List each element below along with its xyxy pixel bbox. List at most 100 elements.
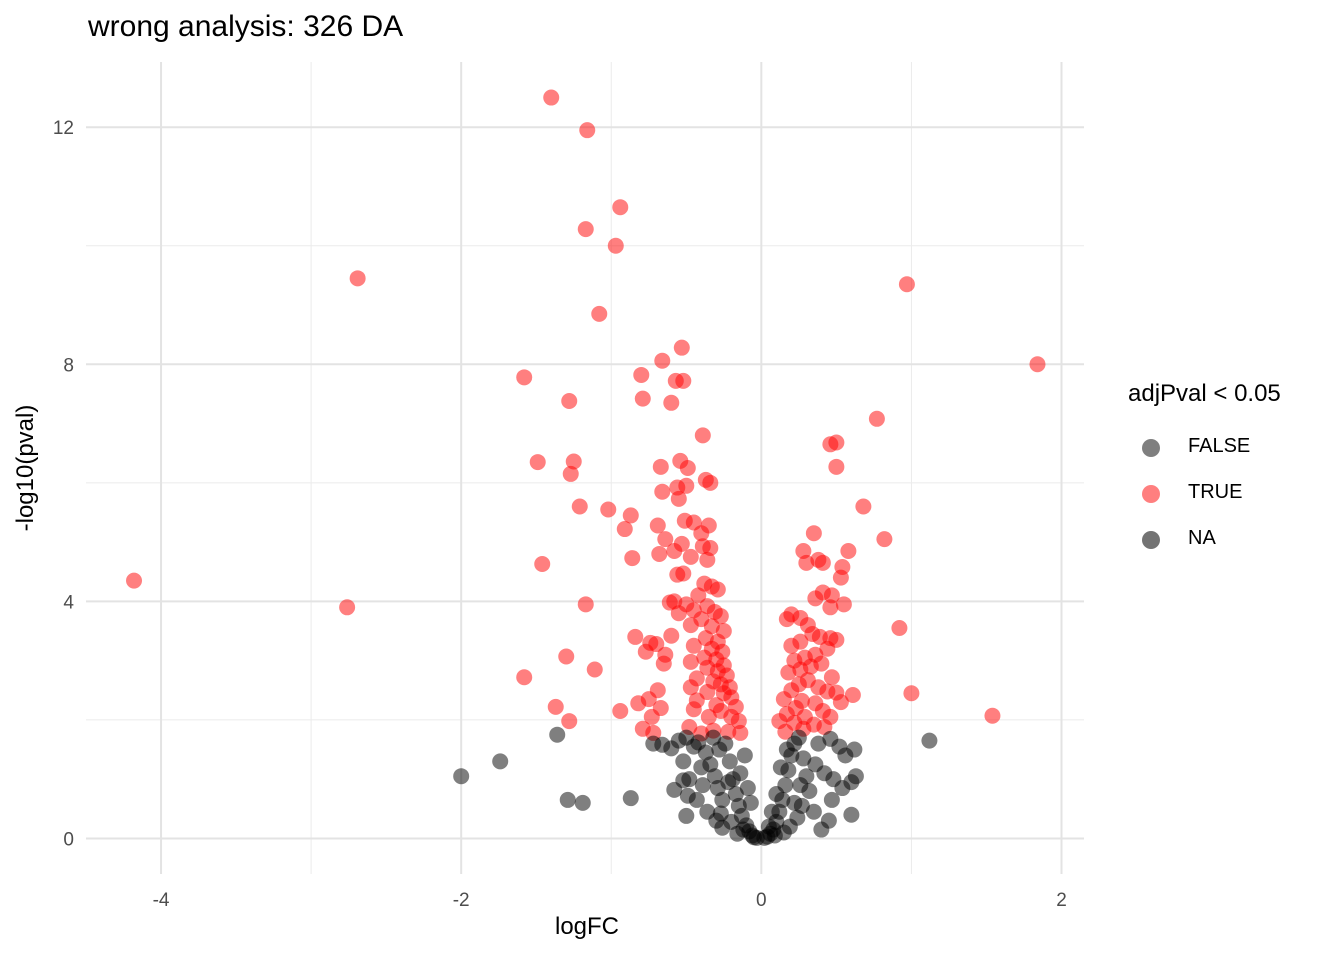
data-point-false bbox=[813, 821, 830, 838]
data-point-false bbox=[622, 790, 639, 807]
data-point-true bbox=[903, 685, 920, 702]
data-point-false bbox=[694, 777, 711, 794]
data-point-false bbox=[549, 726, 566, 743]
data-point-true bbox=[529, 454, 546, 471]
data-points bbox=[126, 89, 1046, 846]
data-point-false bbox=[742, 794, 759, 811]
data-point-true bbox=[126, 572, 143, 589]
legend-key-na bbox=[1142, 531, 1160, 549]
data-point-true bbox=[682, 548, 699, 565]
data-point-true bbox=[984, 707, 1001, 724]
data-point-true bbox=[819, 640, 836, 657]
x-tick-label: -4 bbox=[153, 890, 170, 911]
data-point-true bbox=[868, 410, 885, 427]
data-point-true bbox=[586, 661, 603, 678]
data-point-true bbox=[633, 366, 650, 383]
data-point-false bbox=[778, 741, 795, 758]
data-point-true bbox=[643, 708, 660, 725]
data-point-true bbox=[675, 372, 692, 389]
data-point-false bbox=[739, 780, 756, 797]
data-point-true bbox=[547, 698, 564, 715]
data-point-false bbox=[921, 732, 938, 749]
data-point-true bbox=[685, 637, 702, 654]
data-point-true bbox=[775, 691, 792, 708]
data-point-true bbox=[840, 542, 857, 559]
data-point-true bbox=[652, 458, 669, 475]
data-point-true bbox=[579, 122, 596, 139]
data-point-true bbox=[694, 427, 711, 444]
data-point-false bbox=[736, 747, 753, 764]
data-point-true bbox=[651, 545, 668, 562]
data-point-true bbox=[637, 643, 654, 660]
data-point-true bbox=[627, 628, 644, 645]
legend-item-true: TRUE bbox=[1128, 474, 1281, 520]
data-point-false bbox=[693, 759, 710, 776]
data-point-true bbox=[630, 695, 647, 712]
x-tick-label: 2 bbox=[1056, 890, 1067, 911]
data-point-true bbox=[673, 339, 690, 356]
data-point-false bbox=[666, 781, 683, 798]
data-point-false bbox=[763, 803, 780, 820]
x-tick-label: -2 bbox=[453, 890, 470, 911]
data-point-true bbox=[558, 648, 575, 665]
data-point-true bbox=[682, 679, 699, 696]
data-point-true bbox=[682, 617, 699, 634]
data-point-false bbox=[711, 741, 728, 758]
grid-major bbox=[86, 62, 1084, 874]
data-point-false bbox=[559, 791, 576, 808]
data-point-true bbox=[816, 719, 833, 736]
data-point-true bbox=[876, 531, 893, 548]
data-point-true bbox=[855, 498, 872, 515]
y-axis-label: -log10(pval) bbox=[12, 404, 39, 532]
data-point-true bbox=[561, 393, 578, 410]
data-point-false bbox=[714, 819, 731, 836]
legend-key-true bbox=[1142, 485, 1160, 503]
data-point-false bbox=[732, 765, 749, 782]
data-point-true bbox=[814, 554, 831, 571]
x-tick-label: 0 bbox=[756, 890, 767, 911]
data-point-true bbox=[832, 694, 849, 711]
data-point-true bbox=[349, 270, 366, 287]
data-point-true bbox=[1029, 356, 1046, 373]
legend-title: adjPval < 0.05 bbox=[1128, 380, 1281, 407]
data-point-true bbox=[654, 483, 671, 500]
data-point-true bbox=[516, 369, 533, 386]
data-point-true bbox=[807, 590, 824, 607]
data-point-true bbox=[534, 556, 551, 573]
data-point-false bbox=[675, 753, 692, 770]
data-point-true bbox=[624, 550, 641, 567]
data-point-true bbox=[690, 587, 707, 604]
data-point-true bbox=[700, 708, 717, 725]
data-point-false bbox=[721, 753, 738, 770]
data-point-true bbox=[780, 664, 797, 681]
data-point-true bbox=[805, 525, 822, 542]
data-point-true bbox=[663, 627, 680, 644]
data-point-true bbox=[649, 517, 666, 534]
data-point-false bbox=[574, 794, 591, 811]
data-point-false bbox=[807, 756, 824, 773]
data-point-true bbox=[516, 669, 533, 686]
data-point-false bbox=[688, 791, 705, 808]
data-point-false bbox=[720, 774, 737, 791]
data-point-true bbox=[778, 611, 795, 628]
x-axis-label-text: logFC bbox=[554, 913, 620, 940]
data-point-true bbox=[730, 713, 747, 730]
y-tick-label: 4 bbox=[63, 592, 74, 613]
y-tick-label: 0 bbox=[63, 829, 74, 850]
data-point-true bbox=[600, 501, 617, 518]
data-point-false bbox=[772, 759, 789, 776]
data-point-false bbox=[837, 747, 854, 764]
data-point-true bbox=[577, 596, 594, 613]
data-point-true bbox=[565, 453, 582, 470]
data-point-true bbox=[543, 89, 560, 106]
data-point-false bbox=[714, 791, 731, 808]
data-point-true bbox=[616, 521, 633, 538]
data-point-true bbox=[654, 352, 671, 369]
data-point-true bbox=[670, 490, 687, 507]
data-point-true bbox=[828, 458, 845, 475]
y-tick-label: 8 bbox=[63, 355, 74, 376]
data-point-true bbox=[634, 390, 651, 407]
legend: adjPval < 0.05 FALSE TRUE NA bbox=[1128, 380, 1281, 566]
legend-label-false: FALSE bbox=[1188, 435, 1251, 457]
